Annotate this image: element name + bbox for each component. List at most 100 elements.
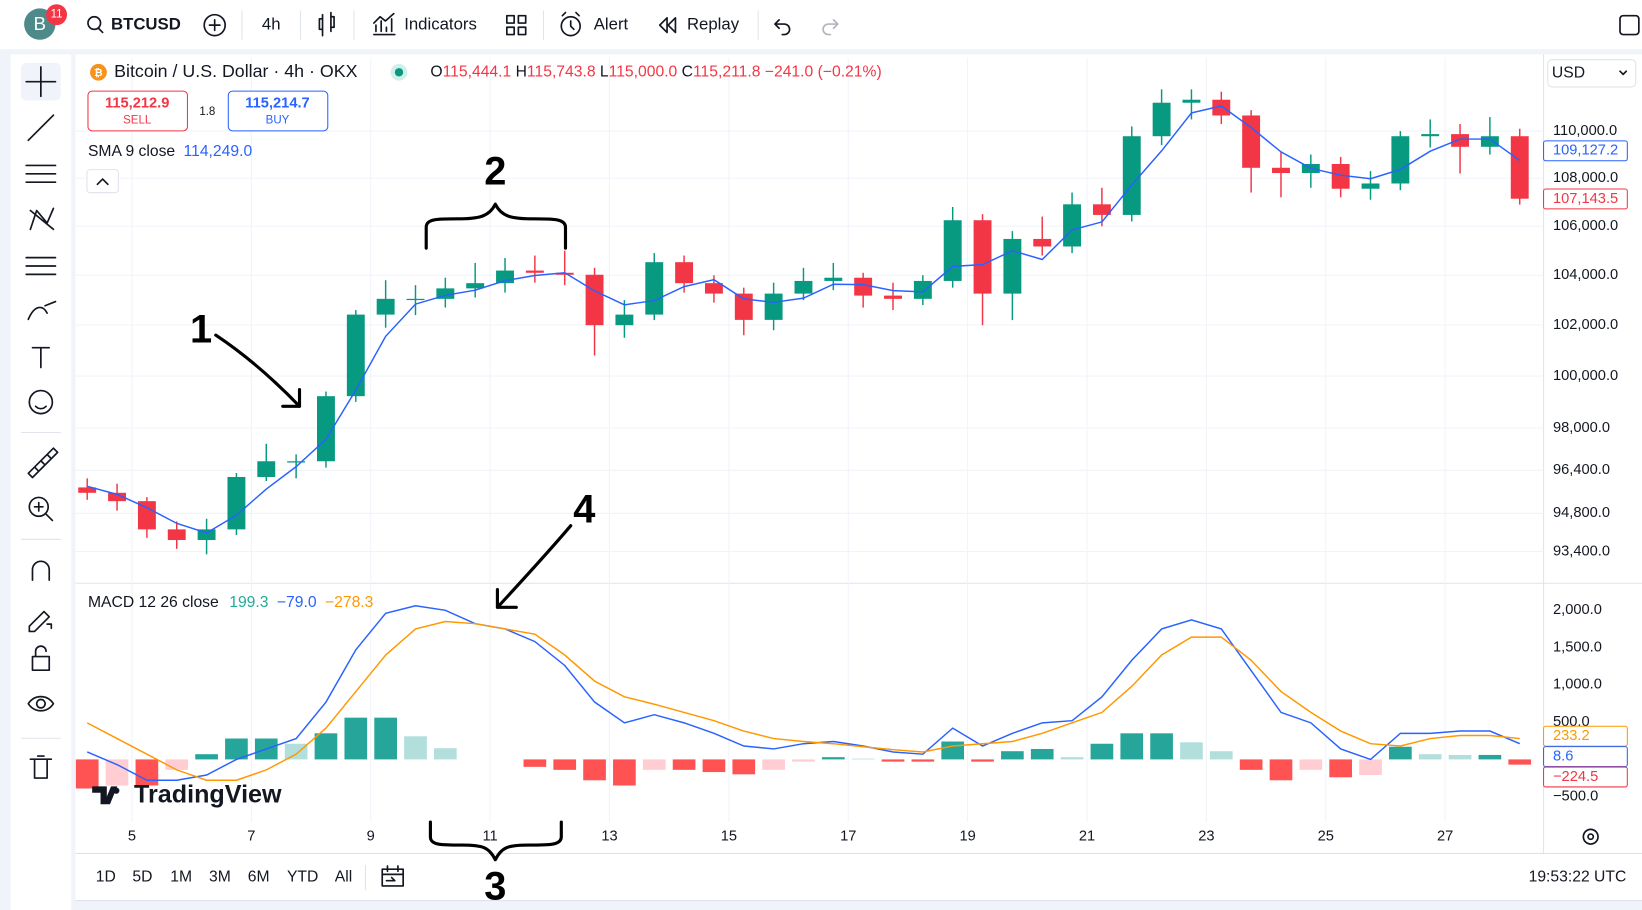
emoji-smile <box>34 405 47 410</box>
histogram-bar <box>583 759 606 781</box>
annotation: 3 <box>484 865 506 909</box>
range-button[interactable]: 1M <box>170 869 192 886</box>
draw-lock-tool[interactable] <box>28 610 53 633</box>
annotation-brace <box>428 820 563 862</box>
left-toolbar <box>10 54 72 910</box>
delete-tool[interactable] <box>29 755 53 779</box>
plus-circle <box>203 13 226 37</box>
redo-button[interactable] <box>822 19 839 36</box>
macd-value: −278.3 <box>325 594 374 611</box>
candle-body <box>1092 204 1111 215</box>
y-tick-label: 102,000.0 <box>1553 317 1618 333</box>
buy-button[interactable]: 115,214.7 BUY <box>227 90 329 132</box>
histogram-bar <box>165 759 189 770</box>
chart-type-button[interactable] <box>318 11 335 37</box>
range-button[interactable]: 3M <box>209 869 231 886</box>
bitcoin-icon-glyph: ₿ <box>94 67 103 79</box>
ohlc-value: 115,743.8 <box>527 63 596 80</box>
magnet-tool[interactable] <box>31 560 51 581</box>
zoom-tool[interactable] <box>28 496 54 522</box>
y-tick-label: 98,000.0 <box>1553 420 1610 436</box>
spread: 1.8 <box>199 106 215 118</box>
symbol-search[interactable]: BTCUSD <box>87 15 181 34</box>
histogram-bar <box>314 733 338 760</box>
avatar[interactable]: B 11 <box>24 4 68 40</box>
compare-button[interactable] <box>203 13 226 37</box>
histogram-bar <box>1269 759 1293 781</box>
candle-body <box>1510 136 1529 199</box>
candle-body <box>1063 204 1082 247</box>
macd-name: MACD 12 26 close <box>88 594 219 611</box>
buy-box <box>227 90 329 132</box>
candle-body <box>1272 167 1290 174</box>
histogram-bar <box>1478 754 1502 760</box>
currency-button[interactable]: USD <box>1547 59 1637 88</box>
candle-body <box>376 298 395 315</box>
y-tick-label: 94,800.0 <box>1553 505 1610 521</box>
histogram-bar <box>851 758 875 760</box>
histogram-bar <box>821 757 845 760</box>
emoji-tool[interactable] <box>28 389 54 415</box>
sell-button[interactable]: 115,212.9 SELL <box>87 90 188 132</box>
forecast-tool[interactable] <box>25 256 57 276</box>
collapse-button[interactable] <box>86 169 119 194</box>
y-tick-label: 96,400.0 <box>1553 462 1610 478</box>
series-line <box>86 605 1521 781</box>
histogram-bar <box>75 759 99 789</box>
layouts-button[interactable] <box>506 14 527 36</box>
badge <box>46 4 68 26</box>
histogram-bar <box>702 759 726 773</box>
candle-body <box>167 529 186 541</box>
crosshair-tool[interactable] <box>25 66 57 98</box>
candle-body <box>287 461 306 463</box>
candle-body <box>854 277 873 296</box>
price-label: 8.6 <box>1553 748 1573 764</box>
candle-icon <box>318 11 335 37</box>
fib-tool[interactable] <box>25 164 57 184</box>
annotation-arrow <box>214 333 302 408</box>
histogram-bar <box>762 759 785 770</box>
histogram-bar <box>195 754 218 760</box>
replay-button[interactable]: Replay <box>658 15 740 34</box>
candle-body <box>227 476 246 530</box>
histogram-bar <box>1090 743 1114 760</box>
text-tool[interactable] <box>31 346 51 369</box>
y-tick-label: 104,000.0 <box>1553 267 1618 283</box>
fullscreen-button[interactable] <box>1619 14 1640 36</box>
range-button[interactable]: YTD <box>287 869 318 886</box>
ruler-tool[interactable] <box>27 447 59 479</box>
indicators-button[interactable]: Indicators <box>373 12 477 36</box>
alert-button[interactable]: Alert <box>560 11 629 37</box>
range-button[interactable]: 1D <box>96 869 116 886</box>
candle-body <box>1003 238 1022 294</box>
candle-body <box>78 487 97 493</box>
candle-body <box>1182 99 1201 103</box>
price-label: 233.2 <box>1553 728 1590 744</box>
candle-body <box>1480 136 1499 147</box>
plus-icon <box>208 19 221 32</box>
range-button[interactable]: 5D <box>132 869 152 886</box>
goto-date-button[interactable] <box>381 865 405 887</box>
histogram-bar <box>1299 759 1323 770</box>
settings-button[interactable] <box>1582 828 1599 845</box>
histogram-bar <box>971 759 994 762</box>
logo: TradingView <box>134 780 282 808</box>
histogram-bar <box>105 759 129 786</box>
lock-tool[interactable] <box>31 645 51 672</box>
x-tick-label: 11 <box>482 829 497 845</box>
pattern-tool[interactable] <box>29 207 55 231</box>
visibility-tool[interactable] <box>27 695 55 712</box>
price-label-box <box>1543 766 1628 788</box>
range-button[interactable]: All <box>335 869 352 886</box>
undo-button[interactable] <box>774 19 791 36</box>
brush-tool[interactable] <box>27 300 57 321</box>
interval[interactable]: 4h <box>262 15 281 34</box>
histogram-bar <box>1359 759 1382 776</box>
trend-line-tool[interactable] <box>27 114 55 142</box>
sell-price: 115,212.9 <box>105 96 169 112</box>
range-button[interactable]: 6M <box>248 869 270 886</box>
collapse-box <box>86 169 119 194</box>
annotation-arrow <box>495 524 573 609</box>
x-tick-label: 15 <box>721 829 737 845</box>
